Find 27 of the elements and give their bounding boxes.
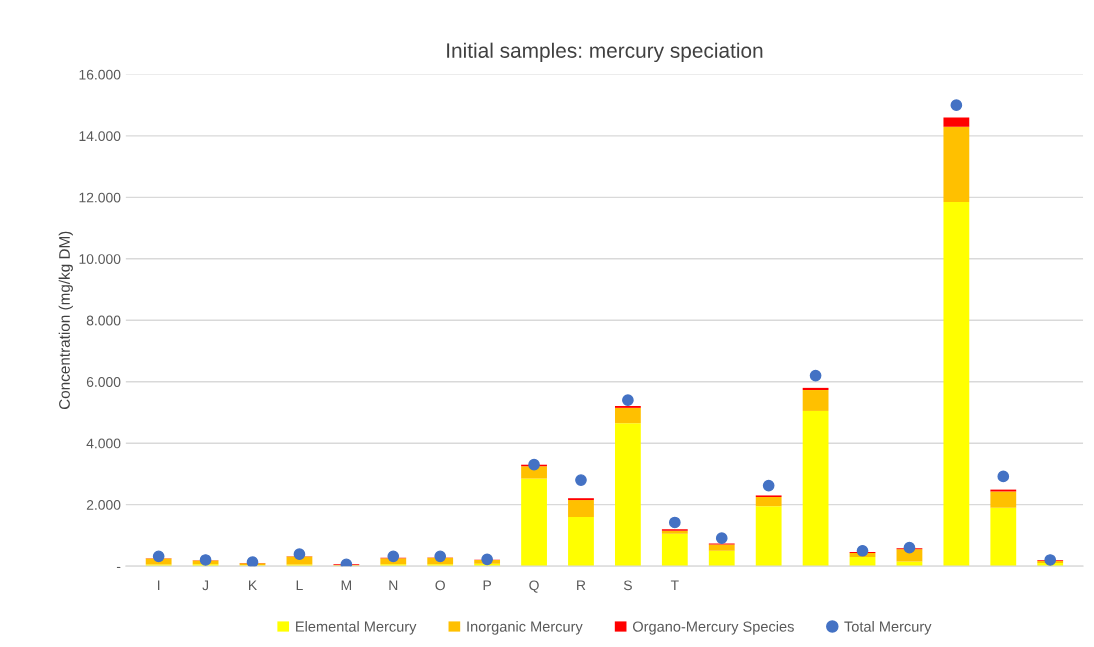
- x-tick-label: P: [483, 580, 492, 591]
- x-tick-label: R: [577, 580, 586, 591]
- x-tick-label: S: [623, 580, 632, 591]
- y-tick-label: 4.000: [86, 438, 121, 449]
- x-tick-label: O: [435, 580, 445, 591]
- x-tick-label: N: [389, 580, 398, 591]
- x-tick-label: T: [670, 580, 679, 591]
- y-tick-label: 14.000: [79, 131, 121, 142]
- x-tick-label: Q: [529, 580, 539, 593]
- y-tick-label: 2.000: [86, 499, 121, 510]
- y-tick-label: 12.000: [79, 192, 121, 203]
- y-tick-label: -: [116, 566, 121, 569]
- x-tick-label: L: [296, 580, 303, 591]
- legend-label: Elemental Mercury: [296, 621, 417, 635]
- x-tick-label: J: [202, 580, 209, 591]
- y-tick-label: 8.000: [86, 315, 121, 326]
- legend-label: Organo-Mercury Species: [633, 621, 794, 635]
- x-tick-label: K: [249, 580, 257, 591]
- y-tick-label: 10.000: [79, 254, 121, 264]
- y-tick-label: 16.000: [79, 69, 121, 80]
- legend-label: Inorganic Mercury: [467, 621, 583, 635]
- y-tick-label: 6.000: [86, 377, 121, 387]
- chart-title: Initial samples: mercury speciation: [447, 42, 763, 63]
- x-tick-label: I: [158, 580, 160, 591]
- x-tick-label: M: [341, 580, 351, 591]
- y-axis-title: Concentration (mg/kg DM): [58, 231, 73, 410]
- legend-label: Total Mercury: [844, 621, 932, 635]
